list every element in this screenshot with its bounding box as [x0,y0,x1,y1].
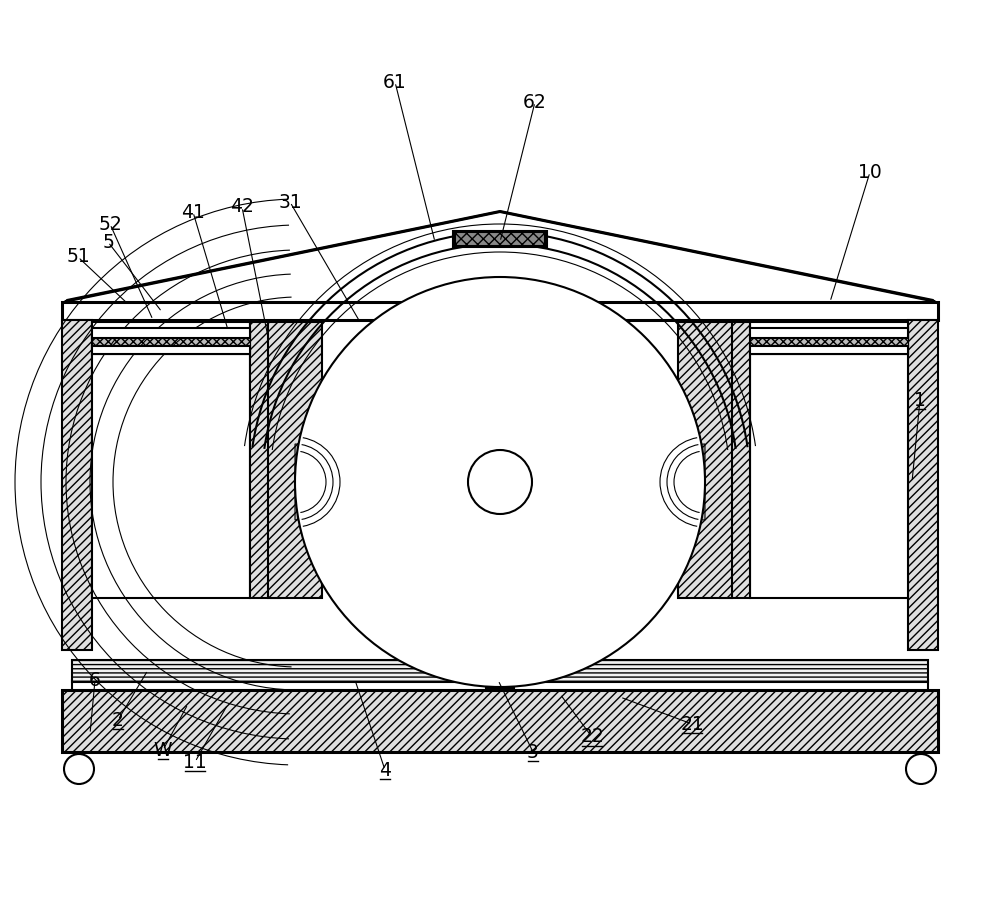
Bar [92,322,250,598]
Bar [72,680,928,690]
Bar [720,322,750,598]
Text: 2: 2 [112,711,124,730]
Polygon shape [667,444,705,520]
Circle shape [64,754,94,784]
Text: 41: 41 [181,203,205,222]
Polygon shape [295,444,333,520]
Text: 22: 22 [580,728,604,747]
Bar [486,656,514,688]
Bar [92,330,250,354]
Bar [62,302,938,320]
Text: 42: 42 [230,198,254,216]
Text: 10: 10 [858,162,882,181]
Text: 31: 31 [278,192,302,211]
Text: 51: 51 [66,247,90,266]
Bar [678,322,732,598]
Text: 6: 6 [89,670,101,689]
Bar [72,660,928,682]
Bar [268,322,322,598]
Bar [750,328,908,338]
Text: 61: 61 [383,72,407,91]
Text: 62: 62 [523,93,547,112]
Bar [250,322,280,598]
Text: 52: 52 [98,215,122,234]
Bar [455,232,545,246]
Bar [750,330,908,354]
Text: 4: 4 [379,760,391,779]
Text: 1: 1 [914,391,926,410]
Text: 11: 11 [183,752,207,771]
Bar [908,320,938,650]
Bar [92,328,250,338]
Text: 21: 21 [680,714,704,733]
Circle shape [468,450,532,514]
Bar [750,346,908,354]
Bar [453,231,547,247]
Bar [62,690,938,752]
Bar [750,322,908,598]
Text: 5: 5 [102,233,114,252]
Text: W: W [154,741,172,759]
Text: 3: 3 [527,742,539,761]
Circle shape [906,754,936,784]
Bar [62,320,92,650]
Circle shape [295,277,705,687]
Bar [92,346,250,354]
